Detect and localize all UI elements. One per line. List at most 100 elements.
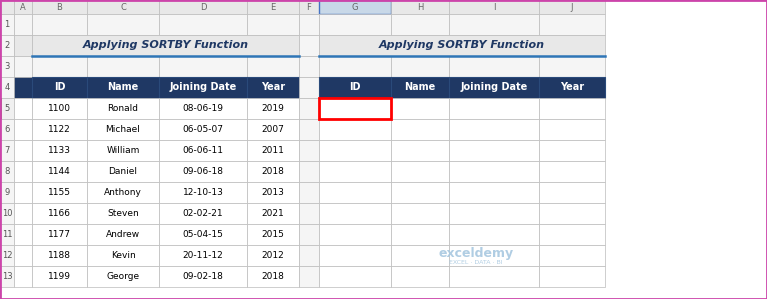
Bar: [539, 98, 605, 119]
Text: 02-02-21: 02-02-21: [183, 209, 223, 218]
Bar: [32, 119, 87, 140]
Bar: [391, 119, 449, 140]
Bar: [32, 35, 299, 56]
Bar: [87, 77, 159, 98]
Bar: [159, 203, 247, 224]
Bar: [449, 140, 539, 161]
Bar: [32, 245, 87, 266]
Bar: [0, 182, 14, 203]
Bar: [319, 203, 391, 224]
Bar: [539, 182, 605, 203]
Bar: [247, 14, 299, 35]
Bar: [319, 161, 391, 182]
Bar: [159, 0, 247, 14]
Bar: [159, 140, 247, 161]
Text: Applying SORTBY Function: Applying SORTBY Function: [379, 40, 545, 51]
Bar: [539, 119, 605, 140]
Bar: [391, 203, 449, 224]
Text: 2015: 2015: [262, 230, 285, 239]
Bar: [299, 140, 319, 161]
Bar: [87, 161, 159, 182]
Bar: [299, 98, 319, 119]
Bar: [247, 161, 299, 182]
Text: D: D: [199, 2, 206, 11]
Bar: [299, 119, 319, 140]
Bar: [32, 182, 87, 203]
Bar: [14, 98, 32, 119]
Bar: [299, 35, 319, 56]
Text: 6: 6: [5, 125, 10, 134]
Text: I: I: [492, 2, 495, 11]
Bar: [391, 77, 449, 98]
Bar: [299, 0, 319, 14]
Bar: [87, 182, 159, 203]
Bar: [14, 56, 32, 77]
Bar: [247, 203, 299, 224]
Bar: [0, 245, 14, 266]
Bar: [319, 77, 391, 98]
Bar: [0, 224, 14, 245]
Bar: [0, 0, 14, 14]
Bar: [0, 140, 14, 161]
Text: Steven: Steven: [107, 209, 139, 218]
Bar: [319, 35, 605, 56]
Bar: [32, 140, 87, 161]
Bar: [319, 98, 391, 119]
Text: 2: 2: [5, 41, 10, 50]
Bar: [159, 161, 247, 182]
Bar: [87, 140, 159, 161]
Text: 2007: 2007: [262, 125, 285, 134]
Bar: [299, 182, 319, 203]
Bar: [319, 245, 391, 266]
Bar: [391, 14, 449, 35]
Text: 1199: 1199: [48, 272, 71, 281]
Bar: [87, 56, 159, 77]
Text: 3: 3: [5, 62, 10, 71]
Text: H: H: [416, 2, 423, 11]
Bar: [14, 245, 32, 266]
Bar: [449, 56, 539, 77]
Text: B: B: [57, 2, 62, 11]
Bar: [449, 0, 539, 14]
Text: 4: 4: [5, 83, 10, 92]
Text: 1122: 1122: [48, 125, 71, 134]
Text: 9: 9: [5, 188, 10, 197]
Bar: [539, 203, 605, 224]
Bar: [391, 245, 449, 266]
Bar: [319, 224, 391, 245]
Text: Joining Date: Joining Date: [170, 83, 237, 92]
Text: 1166: 1166: [48, 209, 71, 218]
Bar: [87, 266, 159, 287]
Bar: [87, 14, 159, 35]
Bar: [391, 224, 449, 245]
Text: 10: 10: [2, 209, 12, 218]
Bar: [0, 203, 14, 224]
Bar: [319, 182, 391, 203]
Bar: [0, 161, 14, 182]
Bar: [159, 77, 247, 98]
Bar: [32, 203, 87, 224]
Bar: [449, 182, 539, 203]
Text: EXCEL · DATA · BI: EXCEL · DATA · BI: [449, 260, 503, 265]
Text: Ronald: Ronald: [107, 104, 139, 113]
Bar: [319, 119, 391, 140]
Text: 09-06-18: 09-06-18: [183, 167, 223, 176]
Text: 7: 7: [5, 146, 10, 155]
Text: Name: Name: [404, 83, 436, 92]
Bar: [87, 119, 159, 140]
Bar: [159, 14, 247, 35]
Bar: [87, 224, 159, 245]
Bar: [247, 0, 299, 14]
Bar: [247, 56, 299, 77]
Bar: [319, 266, 391, 287]
Text: A: A: [20, 2, 26, 11]
Text: 1155: 1155: [48, 188, 71, 197]
Bar: [247, 77, 299, 98]
Bar: [391, 98, 449, 119]
Bar: [299, 77, 319, 98]
Bar: [319, 98, 391, 119]
Bar: [247, 245, 299, 266]
Bar: [159, 245, 247, 266]
Text: Andrew: Andrew: [106, 230, 140, 239]
Bar: [299, 14, 319, 35]
